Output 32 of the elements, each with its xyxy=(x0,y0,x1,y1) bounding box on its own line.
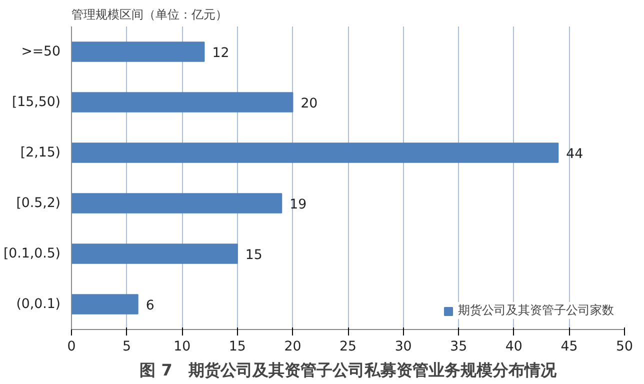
bar xyxy=(72,193,282,214)
text: 图 7 期货公司及其资管子公司私募资管业务规模分布情况 xyxy=(140,360,558,380)
y-tick-label: >=50 xyxy=(21,44,60,60)
data-label: 44 xyxy=(566,146,584,162)
x-tick-label: 25 xyxy=(340,340,356,354)
x-tick-label: 35 xyxy=(450,340,468,354)
x-tick-label: 5 xyxy=(122,340,132,354)
data-label: 12 xyxy=(212,46,230,61)
bar xyxy=(72,294,138,314)
data-label: 19 xyxy=(290,197,307,212)
data-label: 15 xyxy=(245,248,262,263)
x-tick-label: 0 xyxy=(67,340,76,354)
bar xyxy=(72,42,205,62)
y-tick-label: [0.1,0.5) xyxy=(3,246,61,262)
y-tick-label: (0,0.1) xyxy=(16,296,60,312)
y-tick-label: [15,50) xyxy=(12,94,61,110)
y-tick-label: [0.5,2) xyxy=(16,196,60,211)
x-tick-label: 15 xyxy=(228,340,246,354)
y-axis-title: 管理规模区间（单位：亿元） xyxy=(72,8,228,22)
bar xyxy=(72,142,559,163)
y-tick-label: [2,15) xyxy=(20,145,61,160)
bar xyxy=(72,92,294,112)
x-tick-label: 20 xyxy=(284,340,302,354)
legend-label: 期货公司及其资管子公司家数 xyxy=(458,302,614,319)
bar xyxy=(72,244,238,264)
x-tick-label: 10 xyxy=(174,340,191,354)
data-label: 20 xyxy=(300,96,318,112)
x-tick-label: 45 xyxy=(560,340,578,354)
x-tick-label: 50 xyxy=(616,340,633,354)
x-tick-label: 40 xyxy=(505,340,522,354)
data-label: 6 xyxy=(146,298,154,314)
x-tick-label: 30 xyxy=(394,340,412,354)
